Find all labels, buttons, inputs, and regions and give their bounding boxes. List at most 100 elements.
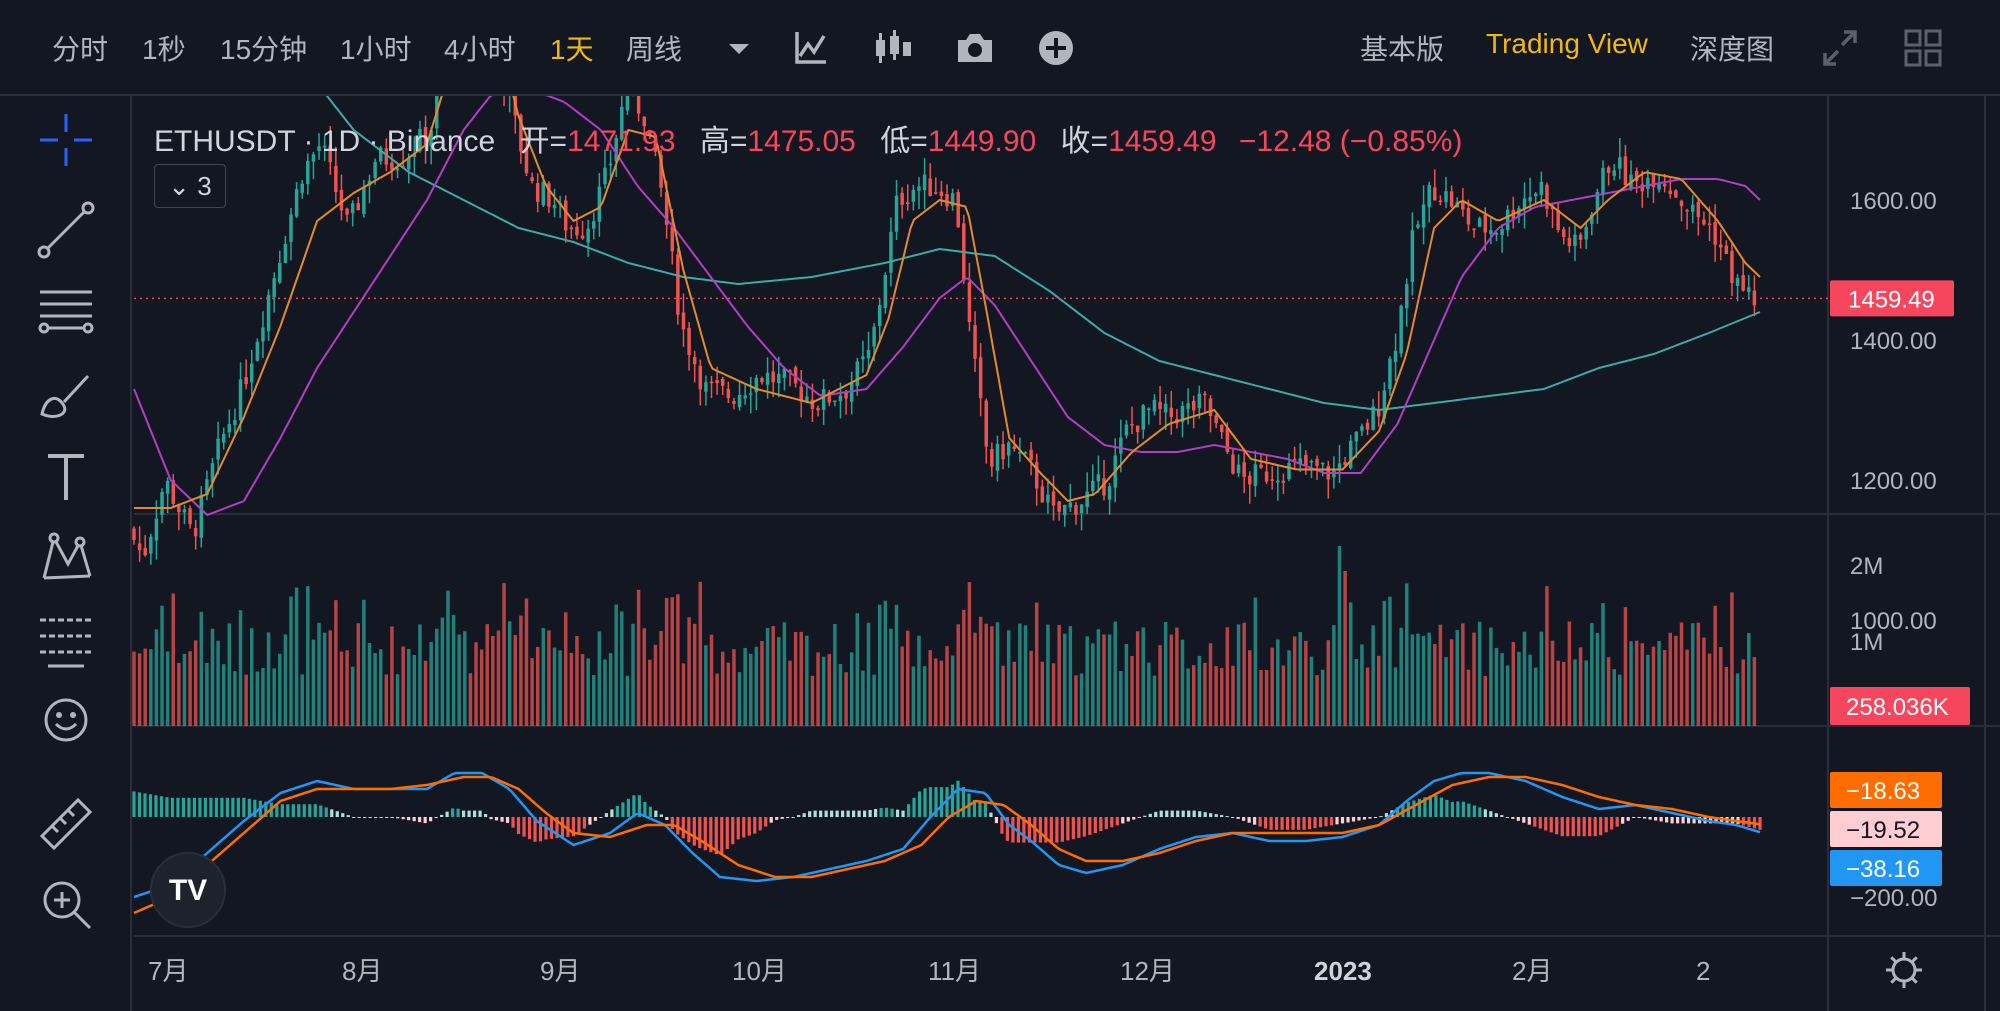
interval-time[interactable]: 分时 — [52, 34, 109, 65]
macd-histogram-bar — [522, 817, 526, 837]
ma-fast-line — [134, 10, 1761, 509]
macd-histogram-bar — [187, 797, 191, 817]
macd-histogram-bar — [852, 810, 856, 817]
macd-histogram-bar — [1659, 817, 1663, 822]
macd-histogram-bar — [1044, 817, 1048, 843]
macd-histogram-bar — [1719, 817, 1724, 824]
volume-bar — [1107, 634, 1112, 726]
fib-icon[interactable] — [36, 610, 96, 670]
volume-bar — [1191, 665, 1196, 726]
volume-bar — [1292, 636, 1297, 726]
text-icon[interactable] — [36, 446, 96, 506]
macd-histogram-bar — [247, 798, 251, 817]
macd-histogram-bar — [582, 817, 587, 829]
macd-histogram-bar — [313, 804, 317, 817]
indicators-icon[interactable] — [794, 28, 828, 68]
settings-gear-icon[interactable] — [1886, 952, 1922, 988]
volume-bar — [1741, 659, 1745, 726]
macd-histogram-bar — [1170, 810, 1174, 817]
trend-line-icon[interactable] — [36, 200, 96, 260]
candle-body — [238, 379, 243, 421]
macd-histogram-bar — [1472, 805, 1476, 817]
candle-body — [1730, 250, 1734, 283]
macd-histogram-bar — [692, 817, 696, 846]
view-depth[interactable]: 深度图 — [1690, 34, 1775, 65]
interval-1s[interactable]: 1秒 — [142, 34, 186, 65]
candle-body — [1018, 451, 1022, 454]
macd-histogram-bar — [1494, 813, 1498, 817]
volume-bar — [1567, 621, 1572, 726]
interval-15m[interactable]: 15分钟 — [220, 34, 308, 65]
volume-bar — [395, 674, 400, 726]
volume-bar — [507, 621, 512, 726]
emoji-icon[interactable] — [36, 690, 96, 750]
interval-1h[interactable]: 1小时 — [340, 34, 412, 65]
candle-body — [670, 226, 675, 252]
time-tick-label: 12月 — [1120, 956, 1175, 986]
macd-histogram-bar — [1055, 817, 1059, 843]
macd-histogram-bar — [1165, 810, 1169, 817]
volume-bar — [1163, 622, 1168, 726]
macd-histogram-bar — [1285, 817, 1290, 830]
interval-4h[interactable]: 4小时 — [444, 34, 516, 65]
time-tick-label: 8月 — [342, 956, 382, 986]
volume-bar — [754, 646, 759, 726]
interval-1d[interactable]: 1天 — [550, 34, 594, 65]
chevron-down-icon[interactable] — [726, 28, 752, 68]
view-basic[interactable]: 基本版 — [1360, 34, 1445, 65]
interval-week[interactable]: 周线 — [626, 34, 683, 65]
camera-icon[interactable] — [956, 28, 994, 68]
symbol-title[interactable]: ETHUSDT · 1D · Binance — [154, 125, 496, 158]
candle-body — [720, 378, 725, 386]
volume-bar — [199, 611, 204, 726]
volume-bar — [917, 635, 921, 726]
candle-body — [322, 145, 327, 148]
volume-bar — [440, 617, 445, 726]
macd-histogram-bar — [819, 810, 823, 817]
macd-histogram-bar — [643, 801, 647, 817]
macd-histogram-bar — [1066, 817, 1070, 841]
ruler-icon[interactable] — [36, 794, 96, 854]
horizontal-lines-icon[interactable] — [36, 282, 96, 342]
candle-type-icon[interactable] — [872, 28, 912, 68]
macd-histogram-bar — [363, 817, 367, 818]
candle-body — [676, 254, 680, 315]
volume-bar — [1674, 635, 1678, 726]
brush-icon[interactable] — [36, 366, 96, 426]
crosshair-icon[interactable] — [36, 110, 96, 170]
macd-histogram-bar — [873, 809, 878, 817]
candle-body — [765, 372, 770, 385]
macd-histogram-bar — [1104, 817, 1108, 830]
candle-body — [855, 361, 860, 386]
layout-grid-icon[interactable] — [1904, 28, 1942, 68]
volume-bar — [1651, 646, 1656, 726]
volume-bar — [1477, 621, 1482, 726]
macd-histogram-bar — [1318, 817, 1323, 828]
indicator-collapse-button[interactable]: ⌄ 3 — [154, 164, 226, 208]
volume-bar — [1483, 675, 1488, 726]
macd-value-label: −38.16 — [1846, 856, 1920, 883]
macd-histogram-bar — [286, 804, 290, 817]
candle-body — [1320, 462, 1325, 465]
macd-histogram-bar — [1593, 817, 1597, 837]
view-tradingview[interactable]: Trading View — [1486, 28, 1648, 59]
candle-body — [317, 146, 321, 151]
volume-bar — [1141, 627, 1145, 726]
fullscreen-icon[interactable] — [1822, 28, 1858, 68]
macd-histogram-bar — [418, 817, 422, 823]
volume-bar — [1590, 623, 1594, 726]
tradingview-logo[interactable]: TV — [150, 852, 226, 928]
macd-histogram-bar — [1588, 817, 1592, 837]
candle-body — [1264, 471, 1269, 482]
macd-histogram-bar — [1505, 817, 1509, 818]
zoom-icon[interactable] — [36, 874, 96, 934]
candle-body — [339, 189, 344, 211]
volume-bar — [244, 674, 248, 726]
signal-value-label: −18.63 — [1846, 778, 1920, 805]
add-icon[interactable] — [1036, 28, 1076, 68]
pattern-icon[interactable] — [36, 528, 96, 588]
macd-histogram-bar — [1329, 817, 1334, 826]
macd-histogram-bar — [1291, 817, 1295, 830]
macd-histogram-bar — [1428, 795, 1433, 817]
